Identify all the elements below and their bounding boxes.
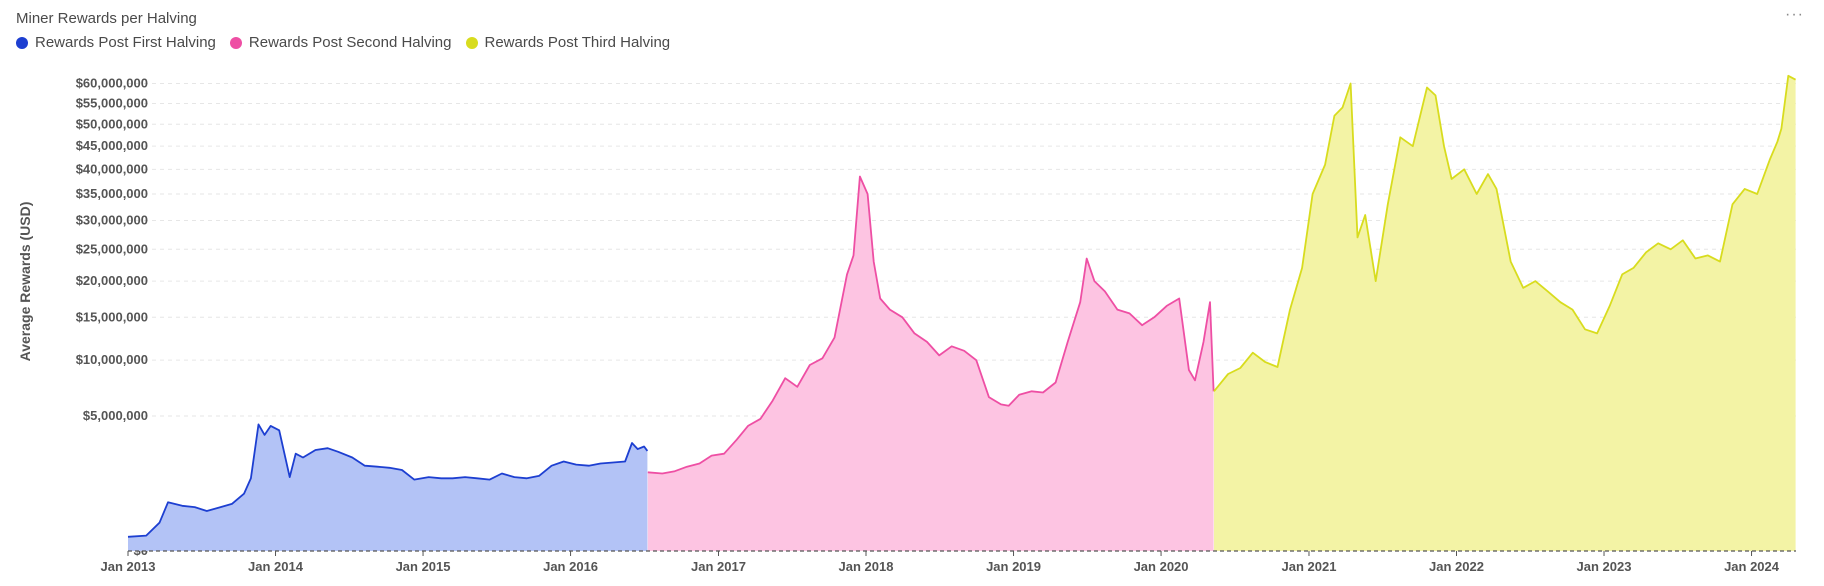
y-tick-label: $55,000,000 — [76, 95, 148, 110]
y-tick-label: $25,000,000 — [76, 241, 148, 256]
legend-item-second-halving[interactable]: Rewards Post Second Halving — [229, 34, 452, 51]
x-tick-label: Jan 2019 — [986, 559, 1041, 574]
legend-label: Rewards Post Third Halving — [484, 34, 671, 51]
y-tick-label: $30,000,000 — [76, 212, 148, 227]
series-line-2 — [647, 175, 1215, 475]
x-tick-label: Jan 2021 — [1282, 559, 1337, 574]
y-tick-label: $50,000,000 — [76, 116, 148, 131]
y-tick-label: $10,000,000 — [76, 352, 148, 367]
y-axis-label: Average Rewards (USD) — [17, 202, 33, 362]
series-area-3 — [1213, 75, 1796, 552]
x-tick-label: Jan 2016 — [543, 559, 598, 574]
y-tick-label: $35,000,000 — [76, 186, 148, 201]
x-tick-label: Jan 2017 — [691, 559, 746, 574]
chart-title: Miner Rewards per Halving — [16, 10, 197, 27]
x-tick-label: Jan 2023 — [1577, 559, 1632, 574]
more-horizontal-icon[interactable]: ··· — [1785, 6, 1804, 23]
y-tick-label: $5,000,000 — [83, 408, 148, 423]
legend-item-third-halving[interactable]: Rewards Post Third Halving — [465, 34, 671, 51]
series-area-2 — [647, 176, 1214, 551]
legend-marker-icon — [229, 36, 242, 49]
y-tick-label: $45,000,000 — [76, 138, 148, 153]
x-tick-label: Jan 2018 — [839, 559, 894, 574]
legend-item-first-halving[interactable]: Rewards Post First Halving — [16, 34, 216, 51]
legend-marker-icon — [16, 36, 28, 49]
x-tick-label: Jan 2013 — [101, 559, 156, 574]
legend-label: Rewards Post First Halving — [35, 34, 216, 51]
x-tick-label: Jan 2024 — [1724, 559, 1780, 574]
series-line-3 — [1213, 74, 1797, 392]
legend-marker-icon — [465, 36, 478, 49]
series-area-1 — [128, 424, 648, 551]
x-tick-label: Jan 2015 — [396, 559, 451, 574]
legend: Rewards Post First Halving Rewards Post … — [16, 34, 670, 51]
y-tick-label: $40,000,000 — [76, 161, 148, 176]
x-tick-label: Jan 2020 — [1134, 559, 1189, 574]
series-line-1 — [127, 423, 649, 538]
x-tick-label: Jan 2022 — [1429, 559, 1484, 574]
y-tick-label: $60,000,000 — [76, 76, 148, 91]
legend-label: Rewards Post Second Halving — [248, 34, 452, 51]
y-tick-label: $20,000,000 — [76, 273, 148, 288]
y-tick-label: $15,000,000 — [76, 309, 148, 324]
x-tick-label: Jan 2014 — [248, 559, 304, 574]
